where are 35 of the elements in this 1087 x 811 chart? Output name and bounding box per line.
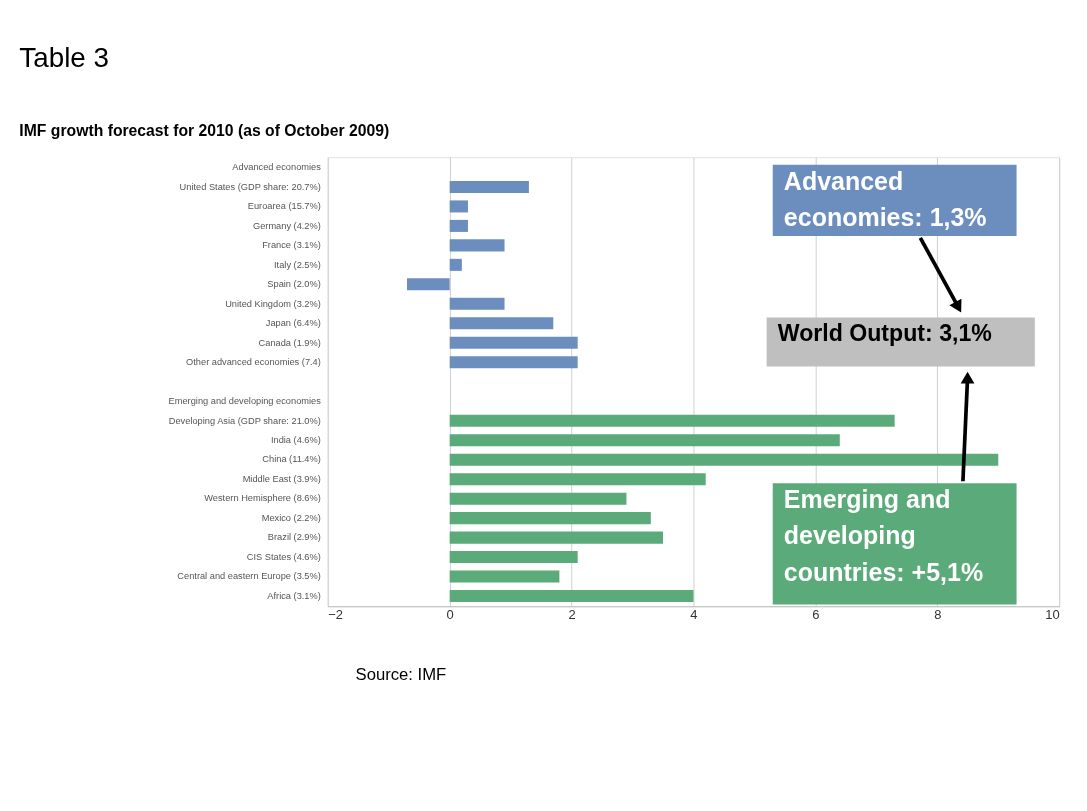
x-tick-label: −2 — [328, 606, 344, 622]
x-tick-label: 0 — [446, 606, 454, 622]
y-tick-label: CIS States (4.6%) — [246, 551, 321, 562]
y-tick-label: Emerging and developing economies — [168, 396, 322, 407]
y-tick-label: Brazil (2.9%) — [267, 532, 321, 543]
y-tick-label: France (3.1%) — [262, 240, 321, 251]
y-tick-label: Western Hemisphere (8.6%) — [204, 493, 321, 504]
y-tick-label: Developing Asia (GDP share: 21.0%) — [168, 415, 321, 426]
y-tick-label: Middle East (3.9%) — [242, 473, 321, 484]
y-tick-label: Canada (1.9%) — [258, 337, 321, 348]
x-tick-label: 2 — [568, 606, 576, 622]
x-tick-label: 4 — [690, 606, 698, 622]
y-tick-label: Euroarea (15.7%) — [247, 201, 321, 212]
y-tick-label: United Kingdom (3.2%) — [225, 298, 321, 309]
annotation: World Output: 3,1% — [777, 320, 992, 347]
x-tick-label: 10 — [1045, 606, 1060, 622]
y-tick-label: Central and eastern Europe (3.5%) — [177, 571, 321, 582]
y-tick-label: Advanced economies — [232, 162, 322, 173]
y-tick-label: Germany (4.2%) — [252, 220, 321, 231]
y-tick-label: Other advanced economies (7.4) — [186, 357, 321, 368]
y-tick-label: Africa (3.1%) — [267, 590, 321, 601]
y-tick-label: Spain (2.0%) — [267, 279, 321, 290]
annotation: Advanced economies: 1,3% — [783, 166, 987, 231]
y-tick-label: Mexico (2.2%) — [261, 512, 321, 523]
y-tick-label: Italy (2.5%) — [274, 259, 321, 270]
y-tick-label: United States (GDP share: 20.7%) — [179, 181, 321, 192]
x-tick-label: 8 — [934, 606, 942, 622]
annotation: Emerging and developing countries: +5,1% — [783, 485, 984, 586]
y-tick-label: India (4.6%) — [270, 434, 321, 445]
y-tick-label: Japan (6.4%) — [265, 318, 321, 329]
y-tick-label: China (11.4%) — [262, 454, 321, 465]
text: IMF growth forecast for 2010 (as of October 2009) — [19, 121, 390, 139]
text: Table 3 — [19, 42, 109, 74]
source-note: Source: IMF — [355, 665, 447, 685]
x-tick-label: 6 — [812, 606, 820, 622]
